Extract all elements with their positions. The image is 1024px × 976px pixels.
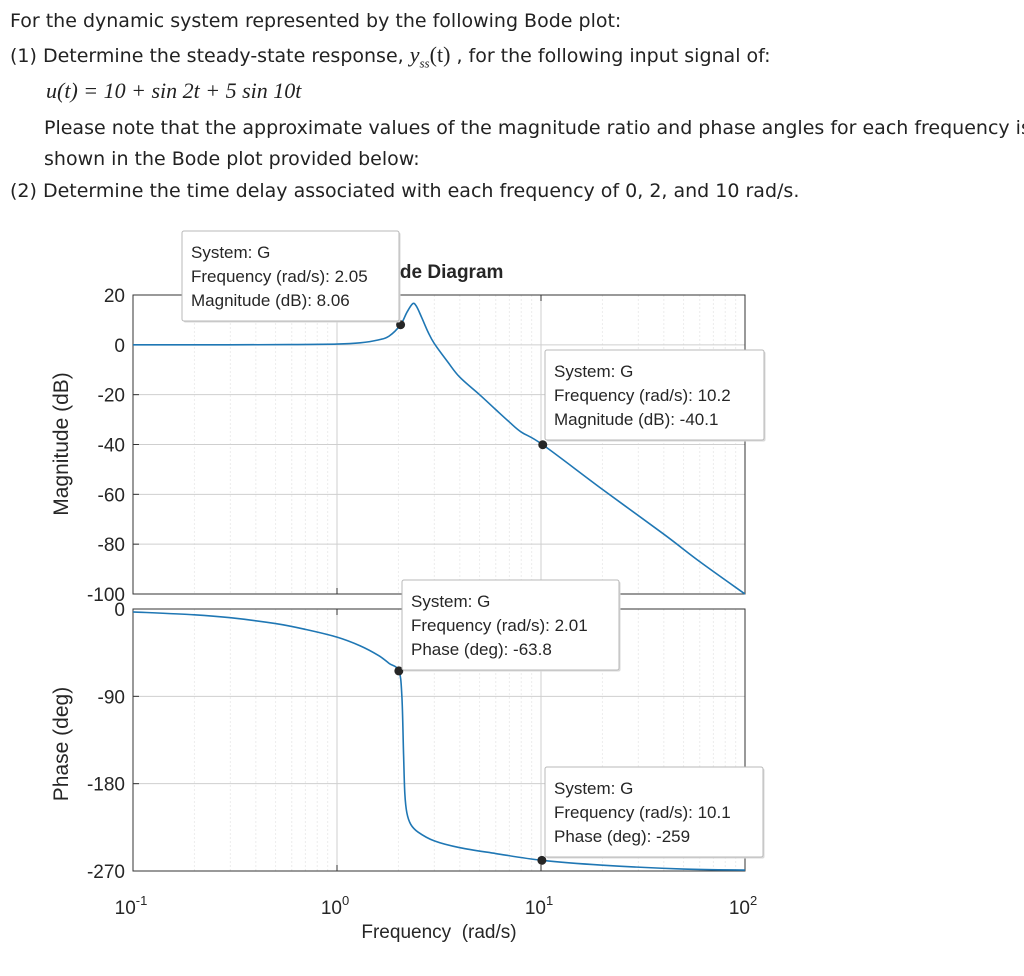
xtick-label: 101	[525, 893, 553, 919]
xtick-exponent: 0	[342, 893, 349, 908]
magnitude-ytick-label: -60	[98, 485, 125, 506]
phase-y-axis-label: Phase (deg)	[50, 687, 73, 801]
datatip-box	[544, 349, 765, 441]
datatip-box	[544, 766, 764, 858]
datatip-marker	[394, 666, 404, 676]
datatip: System: G Frequency (rad/s): 2.05 Magnitud…	[181, 230, 406, 330]
xtick-label: 10-1	[115, 893, 148, 919]
xtick-exponent: 2	[750, 893, 757, 908]
datatip-system: System: G	[554, 779, 633, 798]
phase-ytick-label: -270	[87, 862, 125, 883]
datatip-frequency: Frequency (rad/s): 2.01	[411, 616, 588, 635]
magnitude-ytick-label: 20	[104, 286, 125, 307]
datatip: System: G Frequency (rad/s): 2.01 Phase (d…	[394, 579, 621, 676]
datatip: System: G Frequency (rad/s): 10.2 Magnitud…	[538, 349, 766, 450]
phase-curve	[133, 611, 745, 871]
part1-suffix: , for the following input signal of:	[456, 45, 771, 67]
datatip-system: System: G	[411, 592, 490, 611]
phase-ytick-label: -90	[98, 687, 125, 708]
datatip-marker	[537, 855, 547, 865]
note-line-2: shown in the Bode plot provided below:	[44, 148, 420, 170]
question-part2: (2) Determine the time delay associated …	[10, 180, 800, 202]
datatip-box	[401, 579, 620, 671]
chart-title: Bode Diagram	[375, 262, 504, 283]
x-axis-label: Frequency (rad/s)	[361, 922, 516, 943]
question-part1: (1) Determine the steady-state response,…	[10, 42, 771, 71]
yss-symbol: yss(t)	[409, 42, 451, 71]
datatip-frequency: Frequency (rad/s): 10.1	[554, 803, 731, 822]
magnitude-ytick-label: -20	[98, 386, 125, 407]
datatip: System: G Frequency (rad/s): 10.1 Phase (d…	[537, 766, 765, 865]
magnitude-ytick-label: 0	[114, 336, 125, 357]
datatip-value: Magnitude (dB): -40.1	[554, 410, 718, 429]
datatip-system: System: G	[554, 362, 633, 381]
xtick-label: 100	[321, 893, 349, 919]
magnitude-ytick-label: -40	[98, 436, 125, 457]
phase-ytick-label: -180	[87, 775, 125, 796]
magnitude-y-axis-label: Magnitude (dB)	[50, 372, 73, 516]
datatip-box	[181, 230, 400, 322]
xtick-exponent: -1	[136, 893, 148, 908]
magnitude-ytick-label: -100	[87, 585, 125, 606]
input-signal-equation: u(t) = 10 + sin 2t + 5 sin 10t	[46, 78, 302, 103]
datatip-system: System: G	[191, 243, 270, 262]
datatip-marker	[396, 320, 406, 330]
datatip-frequency: Frequency (rad/s): 10.2	[554, 386, 731, 405]
part1-prefix: (1) Determine the steady-state response,	[10, 45, 404, 67]
datatip-value: Phase (deg): -63.8	[411, 640, 552, 659]
datatip-value: Magnitude (dB): 8.06	[191, 291, 350, 310]
xtick-exponent: 1	[546, 893, 553, 908]
datatip-marker	[538, 440, 548, 450]
question-intro: For the dynamic system represented by th…	[10, 10, 622, 32]
xtick-label: 102	[729, 893, 757, 919]
magnitude-ytick-label: -80	[98, 535, 125, 556]
magnitude-axes: 20 0 -20 -40 -60 -80 -100	[87, 286, 746, 606]
datatip-frequency: Frequency (rad/s): 2.05	[191, 267, 368, 286]
note-line-1: Please note that the approximate values …	[44, 117, 1024, 139]
phase-ytick-label: 0	[114, 600, 125, 621]
datatip-value: Phase (deg): -259	[554, 827, 690, 846]
